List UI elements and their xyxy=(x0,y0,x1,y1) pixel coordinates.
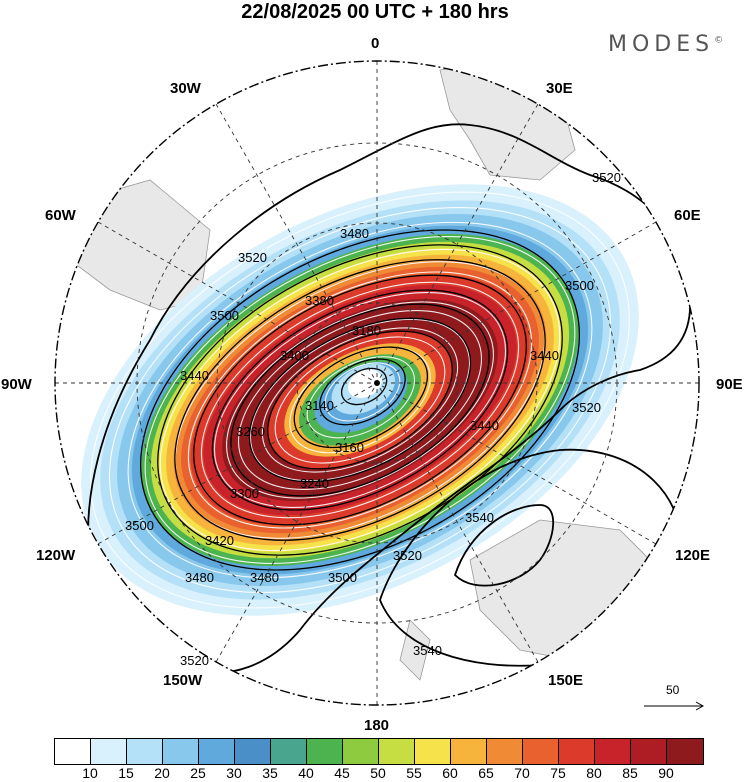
colorbar-cell xyxy=(415,739,451,764)
colorbar-cell xyxy=(163,739,199,764)
colorbar-tick-label: 50 xyxy=(370,765,386,781)
colorbar-cell xyxy=(55,739,91,764)
lon-label-right-lower: 120E xyxy=(675,547,711,564)
contour-label: 3540 xyxy=(413,643,442,658)
colorbar-tick-label: 30 xyxy=(226,765,242,781)
lon-label-bottom: 180 xyxy=(364,717,390,734)
colorbar-cell xyxy=(523,739,559,764)
colorbar-tick-label: 70 xyxy=(514,765,530,781)
colorbar-tick-label: 25 xyxy=(190,765,206,781)
contour-label: 3480 xyxy=(340,226,369,241)
colorbar-cell xyxy=(343,739,379,764)
colorbar-tick-label: 10 xyxy=(82,765,98,781)
colorbar-tick-label: 35 xyxy=(262,765,278,781)
contour-label: 3500 xyxy=(565,278,594,293)
south-america xyxy=(69,179,211,311)
colorbar-tick-label: 85 xyxy=(622,765,638,781)
lon-label-bottom-left: 150W xyxy=(163,672,203,689)
contour-label: 3500 xyxy=(210,308,239,323)
colorbar-cell xyxy=(559,739,595,764)
colorbar-cell xyxy=(91,739,127,764)
brand-text: MODES xyxy=(608,32,715,57)
contour-label: 3520 xyxy=(238,250,267,265)
colorbar-tick-label: 40 xyxy=(298,765,314,781)
brand-mark: © xyxy=(714,35,724,46)
streamlines xyxy=(90,191,630,609)
contour-label: 3420 xyxy=(205,533,234,548)
contour-label: 3500 xyxy=(328,570,357,585)
colorbar-cell xyxy=(451,739,487,764)
colorbar-cell xyxy=(307,739,343,764)
chart-title: 22/08/2025 00 UTC + 180 hrs xyxy=(241,1,509,23)
contour-label: 3160 xyxy=(335,440,364,455)
colorbar-cell xyxy=(127,739,163,764)
contour-label: 3520 xyxy=(393,548,422,563)
contour-label: 3260 xyxy=(236,424,265,439)
arrow-right-icon xyxy=(644,701,705,711)
colorbar-tick-label: 20 xyxy=(154,765,170,781)
colorbar-cell xyxy=(199,739,235,764)
colorbar-cell xyxy=(235,739,271,764)
contour-label: 3400 xyxy=(280,348,309,363)
contour-label-group: 3520 3480 3500 3520 3500 3440 3180 3140 … xyxy=(125,170,621,668)
contour-label: 3440 xyxy=(180,368,209,383)
colorbar-tick-label: 60 xyxy=(442,765,458,781)
height-contours-inner xyxy=(139,229,581,571)
pole-marker xyxy=(374,380,380,386)
contour-label: 3480 xyxy=(250,570,279,585)
reference-vector-value: 50 xyxy=(666,683,680,697)
lon-label-left-upper: 60W xyxy=(45,207,76,224)
colorbar-cell xyxy=(667,739,703,764)
lon-label-top-right: 30E xyxy=(546,80,573,97)
colorbar-cell xyxy=(379,739,415,764)
polar-map: 3520 3480 3500 3520 3500 3440 3180 3140 … xyxy=(54,60,700,706)
lon-label-left-lower: 120W xyxy=(36,547,76,564)
contour-label: 3540 xyxy=(465,510,494,525)
colorbar-cell xyxy=(595,739,631,764)
colorbar-tick-label: 15 xyxy=(118,765,134,781)
contour-label: 3520 xyxy=(592,170,621,185)
contour-label: 3520 xyxy=(180,653,209,668)
lon-label-right-upper: 60E xyxy=(674,207,701,224)
lon-label-right: 90E xyxy=(716,376,743,393)
contour-label: 3480 xyxy=(185,570,214,585)
colorbar-tick-label: 80 xyxy=(586,765,602,781)
colorbar-tick-label: 65 xyxy=(478,765,494,781)
lon-label-bottom-right: 150E xyxy=(548,672,584,689)
colorbar-tick-label: 45 xyxy=(334,765,350,781)
contour-label: 3500 xyxy=(125,518,154,533)
colorbar xyxy=(54,738,704,765)
contour-label: 3300 xyxy=(230,486,259,501)
wind-speed-shading xyxy=(81,184,639,616)
brand-logo: MODES© xyxy=(608,32,723,57)
map-border xyxy=(54,60,700,706)
colorbar-tick-label: 90 xyxy=(658,765,674,781)
contour-label: 3240 xyxy=(300,476,329,491)
colorbar-cell xyxy=(487,739,523,764)
contour-label: 3180 xyxy=(352,323,381,338)
contour-label: 3440 xyxy=(470,418,499,433)
colorbar-tick-label: 75 xyxy=(550,765,566,781)
contour-label: 3440 xyxy=(530,348,559,363)
lon-label-left: 90W xyxy=(1,376,32,393)
contour-3540-inner xyxy=(453,504,555,587)
colorbar-tick-label: 55 xyxy=(406,765,422,781)
lon-label-top-left: 30W xyxy=(170,80,201,97)
contour-label: 3140 xyxy=(305,398,334,413)
colorbar-cell xyxy=(271,739,307,764)
contour-label: 3380 xyxy=(305,293,334,308)
colorbar-cell xyxy=(631,739,667,764)
contour-label: 3520 xyxy=(572,400,601,415)
lon-label-top: 0 xyxy=(371,35,380,52)
